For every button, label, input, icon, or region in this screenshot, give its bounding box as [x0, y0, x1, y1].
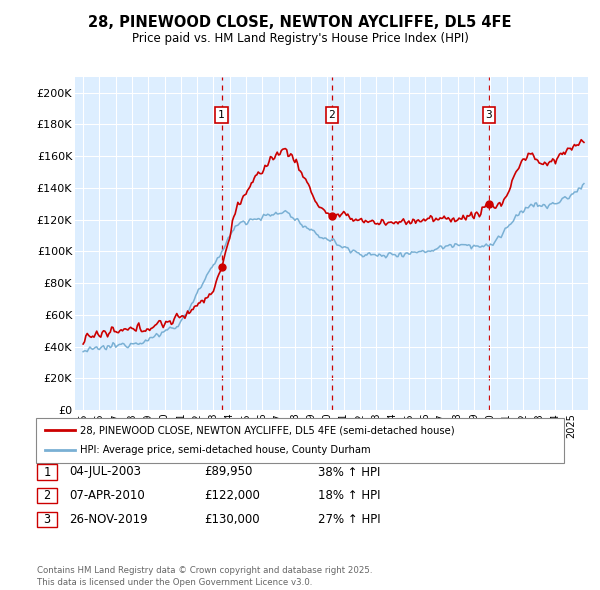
- Text: 18% ↑ HPI: 18% ↑ HPI: [318, 489, 380, 502]
- Text: 2: 2: [328, 110, 335, 120]
- Text: 1: 1: [218, 110, 225, 120]
- Text: 3: 3: [485, 110, 492, 120]
- Text: Price paid vs. HM Land Registry's House Price Index (HPI): Price paid vs. HM Land Registry's House …: [131, 32, 469, 45]
- Text: £130,000: £130,000: [204, 513, 260, 526]
- Text: 07-APR-2010: 07-APR-2010: [69, 489, 145, 502]
- Text: 3: 3: [44, 513, 50, 526]
- Text: 1: 1: [44, 466, 50, 478]
- Text: £122,000: £122,000: [204, 489, 260, 502]
- Text: 2: 2: [44, 489, 50, 502]
- Text: 28, PINEWOOD CLOSE, NEWTON AYCLIFFE, DL5 4FE: 28, PINEWOOD CLOSE, NEWTON AYCLIFFE, DL5…: [88, 15, 512, 30]
- Text: HPI: Average price, semi-detached house, County Durham: HPI: Average price, semi-detached house,…: [80, 445, 370, 455]
- Text: 38% ↑ HPI: 38% ↑ HPI: [318, 466, 380, 478]
- Text: 28, PINEWOOD CLOSE, NEWTON AYCLIFFE, DL5 4FE (semi-detached house): 28, PINEWOOD CLOSE, NEWTON AYCLIFFE, DL5…: [80, 425, 454, 435]
- Text: 26-NOV-2019: 26-NOV-2019: [69, 513, 148, 526]
- Text: £89,950: £89,950: [204, 466, 253, 478]
- Text: 04-JUL-2003: 04-JUL-2003: [69, 466, 141, 478]
- Text: 27% ↑ HPI: 27% ↑ HPI: [318, 513, 380, 526]
- Text: Contains HM Land Registry data © Crown copyright and database right 2025.
This d: Contains HM Land Registry data © Crown c…: [37, 566, 373, 587]
